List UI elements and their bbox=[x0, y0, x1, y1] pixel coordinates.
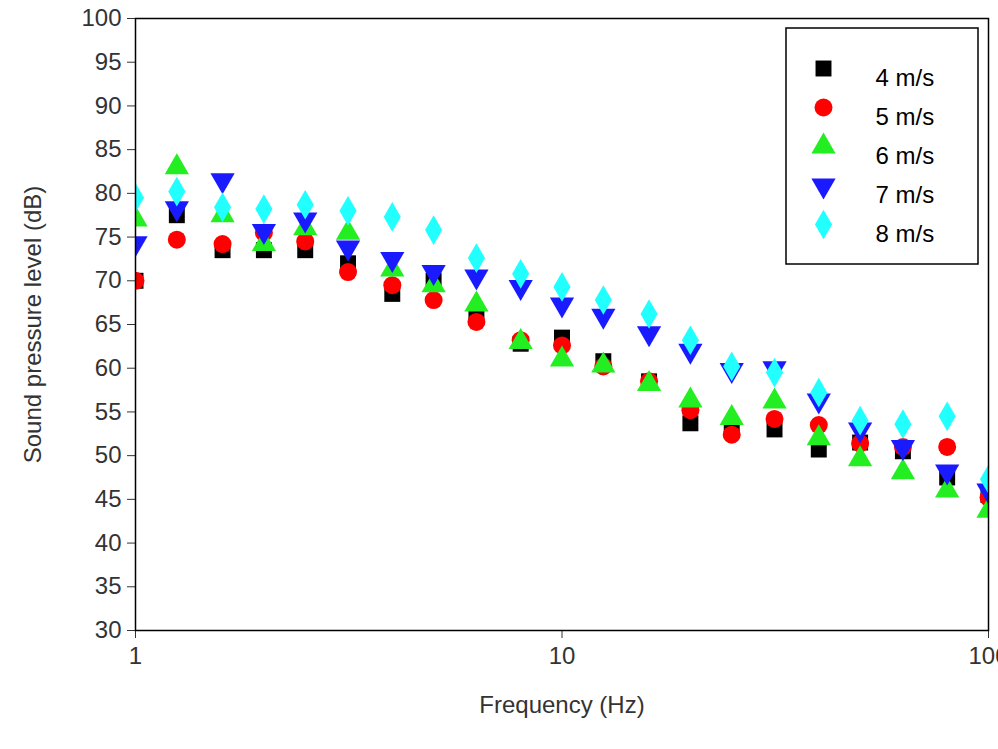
svg-text:7 m/s: 7 m/s bbox=[876, 181, 935, 208]
svg-text:100: 100 bbox=[968, 642, 998, 669]
svg-text:60: 60 bbox=[95, 354, 122, 381]
svg-text:Frequency (Hz): Frequency (Hz) bbox=[479, 691, 644, 718]
svg-text:95: 95 bbox=[95, 48, 122, 75]
svg-text:40: 40 bbox=[95, 529, 122, 556]
svg-text:8 m/s: 8 m/s bbox=[876, 220, 935, 247]
svg-text:1: 1 bbox=[129, 642, 142, 669]
svg-text:5 m/s: 5 m/s bbox=[876, 103, 935, 130]
svg-text:50: 50 bbox=[95, 441, 122, 468]
svg-text:70: 70 bbox=[95, 266, 122, 293]
svg-text:85: 85 bbox=[95, 135, 122, 162]
svg-text:4 m/s: 4 m/s bbox=[876, 64, 935, 91]
svg-text:80: 80 bbox=[95, 179, 122, 206]
svg-text:45: 45 bbox=[95, 485, 122, 512]
svg-text:65: 65 bbox=[95, 310, 122, 337]
svg-text:10: 10 bbox=[549, 642, 576, 669]
svg-text:55: 55 bbox=[95, 398, 122, 425]
svg-text:Sound pressure level (dB): Sound pressure level (dB) bbox=[19, 186, 46, 463]
svg-text:35: 35 bbox=[95, 572, 122, 599]
svg-text:100: 100 bbox=[81, 4, 121, 31]
svg-text:90: 90 bbox=[95, 92, 122, 119]
svg-text:30: 30 bbox=[95, 616, 122, 643]
svg-text:75: 75 bbox=[95, 223, 122, 250]
svg-text:6 m/s: 6 m/s bbox=[876, 142, 935, 169]
